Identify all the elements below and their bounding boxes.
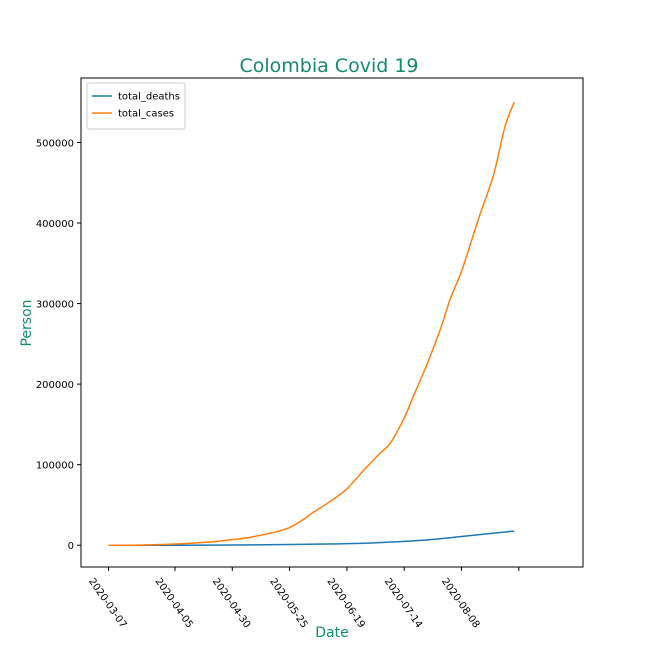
legend-entry: total_deaths	[118, 92, 180, 103]
series-line-total-deaths	[108, 530, 515, 546]
y-tick-label: 400000	[36, 219, 74, 230]
x-tick-label: 2020-03-07	[86, 576, 128, 630]
series-line-total-cases	[108, 101, 515, 546]
x-tick-label: 2020-07-14	[382, 576, 424, 630]
x-tick-label: 2020-04-30	[210, 576, 252, 630]
series-layer	[108, 101, 515, 546]
legend-entry: total_cases	[118, 109, 174, 120]
y-tick-label: 500000	[36, 138, 74, 149]
x-tick-label: 2020-04-05	[153, 576, 195, 630]
y-tick-label: 300000	[36, 300, 74, 311]
y-tick-label: 200000	[36, 380, 74, 391]
x-tick-label: 2020-06-19	[324, 576, 366, 630]
y-tick-label: 0	[68, 541, 74, 552]
chart-title: Colombia Covid 19	[239, 55, 418, 77]
x-tick-label: 2020-05-25	[267, 576, 309, 630]
plot-area	[80, 77, 584, 568]
x-axis: 2020-03-07 2020-04-05 2020-04-30 2020-05-25…	[86, 567, 520, 630]
y-axis-label: Person	[19, 299, 35, 346]
x-axis-label: Date	[315, 625, 348, 641]
legend-box	[86, 82, 186, 130]
legend: total_deaths total_cases	[86, 82, 186, 130]
x-tick-label: 2020-08-08	[439, 576, 481, 630]
y-axis: 0 100000 200000 300000 400000 500000	[36, 138, 81, 552]
y-tick-label: 100000	[36, 461, 74, 472]
